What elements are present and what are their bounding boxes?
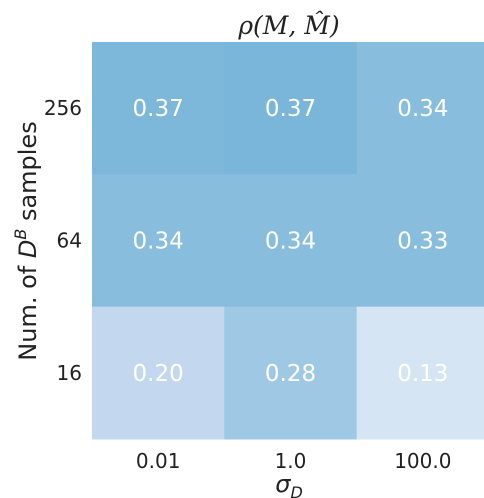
heatmap-cell-r2-c2 bbox=[356, 306, 484, 440]
x-axis-label-subscript: D bbox=[290, 483, 302, 498]
heatmap-cell-r1-c1 bbox=[224, 174, 358, 308]
heatmap-cell-r0-c2 bbox=[356, 42, 484, 175]
heatmap-cell-r0-c0 bbox=[92, 42, 225, 175]
heatmap-cell-r1-c2 bbox=[356, 174, 484, 308]
x-tick-label: 0.01 bbox=[136, 449, 181, 473]
x-axis-label: σD bbox=[275, 470, 303, 498]
y-axis-label-superscript: B bbox=[11, 229, 30, 240]
y-axis-label-prefix: Num. of bbox=[14, 258, 42, 361]
y-tick-label: 16 bbox=[57, 361, 82, 385]
x-axis-label-main: σ bbox=[275, 470, 291, 498]
cell-value-label: 0.34 bbox=[265, 228, 316, 254]
cell-value-label: 0.20 bbox=[133, 361, 184, 387]
y-axis-label: Num. of DB samples bbox=[11, 121, 42, 360]
y-tick-label: 64 bbox=[57, 228, 82, 252]
heatmap-value-labels: 0.37 0.37 0.34 0.34 0.34 0.33 0.20 0.28 0.13 bbox=[133, 96, 449, 387]
y-axis-label-variable: D bbox=[14, 240, 42, 258]
cell-value-label: 0.28 bbox=[265, 361, 316, 387]
heatmap-cell-r0-c1 bbox=[224, 42, 358, 175]
chart-title: ρ(M, M̂) bbox=[237, 11, 339, 40]
heatmap-cells bbox=[92, 42, 484, 440]
y-tick-label: 256 bbox=[44, 96, 82, 120]
y-axis-label-suffix: samples bbox=[14, 121, 42, 228]
y-tick-labels: 256 64 16 bbox=[44, 96, 82, 385]
cell-value-label: 0.34 bbox=[397, 96, 448, 122]
cell-value-label: 0.33 bbox=[397, 228, 448, 254]
cell-value-label: 0.13 bbox=[397, 361, 448, 387]
cell-value-label: 0.34 bbox=[133, 228, 184, 254]
x-tick-label: 1.0 bbox=[275, 449, 307, 473]
cell-value-label: 0.37 bbox=[133, 96, 184, 122]
x-tick-labels: 0.01 1.0 100.0 bbox=[136, 449, 452, 473]
x-tick-label: 100.0 bbox=[394, 449, 451, 473]
cell-value-label: 0.37 bbox=[265, 96, 316, 122]
heatmap-cell-r2-c0 bbox=[92, 306, 225, 440]
heatmap-cell-r2-c1 bbox=[224, 306, 358, 440]
heatmap-cell-r1-c0 bbox=[92, 174, 225, 308]
